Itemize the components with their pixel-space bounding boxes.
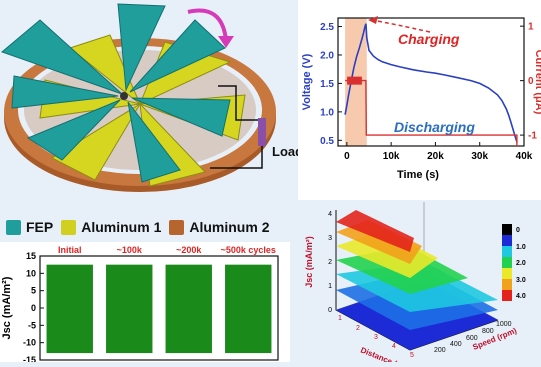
z-tick-2: 2 xyxy=(328,259,332,266)
legend-swatch-aluminum-1 xyxy=(61,219,77,235)
jsc-y-label: Jsc (mA/m²) xyxy=(1,276,13,339)
jsc-bar-1 xyxy=(106,264,153,354)
bar-category-3: ~500k cycles xyxy=(221,245,276,255)
colorbar-label-1: 1.0 xyxy=(516,244,526,251)
voltage-x-tick-1: 10k xyxy=(383,151,400,162)
colorbar-label-4: 4.0 xyxy=(516,293,526,300)
x-tick-2: 3 xyxy=(374,334,378,341)
y-tick-0: 200 xyxy=(434,347,446,354)
bar-category-2: ~200k xyxy=(176,245,202,255)
jsc-bar-2 xyxy=(165,264,212,354)
load-resistor xyxy=(258,118,266,146)
colorbar-swatch-6 xyxy=(502,290,512,301)
colorbar-swatch-3 xyxy=(502,257,512,268)
z-tick-3: 3 xyxy=(328,235,332,242)
bar-y-tick-2: -5 xyxy=(28,320,36,330)
x-tick-4: 5 xyxy=(410,352,414,359)
bar-category-0: Initial xyxy=(58,245,82,255)
teng-illustration xyxy=(1,3,276,192)
voltage-y-tick-3: 2.0 xyxy=(320,50,334,61)
surface-z-label: Jsc (mA/m²) xyxy=(304,236,314,288)
jsc-bar-3 xyxy=(225,264,272,354)
voltage-chart-svg: 0.5 1.0 1.5 2.0 2.5 -1 0 1 0 10k 20k 30k 40k Time … xyxy=(298,0,541,200)
voltage-x-tick-0: 0 xyxy=(344,151,350,162)
fep-blades xyxy=(1,3,231,183)
voltage-x-tick-4: 40k xyxy=(516,151,533,162)
voltage-y-tick-1: 1.0 xyxy=(320,107,334,118)
bar-y-tick-4: 5 xyxy=(31,286,36,296)
jsc-bar-chart: -15 -10 -5 0 5 10 15 Initial ~100k ~200k ~500k cy… xyxy=(0,242,290,365)
z-tick-labels: 0 1 2 3 4 xyxy=(328,211,332,314)
rotation-arrow xyxy=(187,8,228,41)
surface-band-6 xyxy=(336,210,414,252)
x-tick-1: 2 xyxy=(356,325,360,332)
voltage-y-tick-4: 2.5 xyxy=(320,22,334,33)
legend-swatch-aluminum-2 xyxy=(169,219,185,235)
current-y2-label: Current (μA) xyxy=(533,50,541,115)
legend-label-aluminum-2: Aluminum 2 xyxy=(189,219,270,235)
y-tick-2: 600 xyxy=(466,335,478,342)
legend-item-aluminum-2: Aluminum 2 xyxy=(169,219,269,235)
bar-y-tick-1: -10 xyxy=(23,338,36,348)
surface-band-5 xyxy=(336,220,422,264)
y-tick-3: 800 xyxy=(482,328,494,335)
colorbar-label-2: 2.0 xyxy=(516,260,526,267)
jsc-surface-chart: 0 1 2 3 4 Jsc (mA/m²) 1 2 3 4 5 Distance… xyxy=(298,200,541,367)
colorbar-label-3: 3.0 xyxy=(516,277,526,284)
voltage-x-tick-3: 30k xyxy=(471,151,488,162)
axle xyxy=(120,92,128,100)
y-tick-1: 400 xyxy=(450,341,462,348)
y-tick-4: 1000 xyxy=(496,321,512,328)
current-y2-tick-2: 1 xyxy=(528,22,534,33)
colorbar-swatch-5 xyxy=(502,279,512,290)
voltage-x-label: Time (s) xyxy=(397,169,439,181)
bar-y-tick-0: -15 xyxy=(23,355,36,362)
z-tick-1: 1 xyxy=(328,283,332,290)
bar-y-tick-5: 10 xyxy=(26,268,36,278)
colorbar-swatch-0 xyxy=(502,224,512,235)
voltage-plot-frame xyxy=(337,17,525,147)
material-legend: FEP Aluminum 1 Aluminum 2 xyxy=(6,218,277,236)
colorbar-swatch-2 xyxy=(502,246,512,257)
z-tick-4: 4 xyxy=(328,211,332,218)
x-tick-3: 4 xyxy=(392,343,396,350)
voltage-y-tick-2: 1.5 xyxy=(320,79,334,90)
voltage-series-0 xyxy=(344,23,518,143)
colorbar xyxy=(502,224,512,301)
x-tick-labels: 1 2 3 4 5 xyxy=(338,315,414,359)
voltage-chart: 0.5 1.0 1.5 2.0 2.5 -1 0 1 0 10k 20k 30k 40k Time … xyxy=(298,0,541,200)
load-label: Load xyxy=(272,144,304,159)
charging-current-band xyxy=(347,76,362,85)
voltage-y-label: Voltage (V) xyxy=(301,53,313,110)
legend-item-fep: FEP xyxy=(6,219,53,235)
bar-y-tick-3: 0 xyxy=(31,303,36,313)
surface-y-label: Speed (rpm) xyxy=(471,326,518,352)
legend-label-aluminum-1: Aluminum 1 xyxy=(81,219,162,235)
jsc-bar-chart-svg: -15 -10 -5 0 5 10 15 Initial ~100k ~200k ~500k cy… xyxy=(0,242,290,365)
colorbar-labels: 0 1.0 2.0 3.0 4.0 xyxy=(516,227,526,300)
teng-diagram: Load xyxy=(0,0,304,210)
voltage-x-tick-2: 20k xyxy=(427,151,444,162)
annotation-charging: Charging xyxy=(398,31,460,47)
colorbar-swatch-4 xyxy=(502,268,512,279)
legend-label-fep: FEP xyxy=(26,219,54,235)
wire-bottom xyxy=(210,145,263,169)
x-tick-0: 1 xyxy=(338,315,342,322)
wire-top xyxy=(218,85,262,121)
current-y2-tick-1: 0 xyxy=(528,76,534,87)
jsc-bar-0 xyxy=(46,264,93,354)
colorbar-swatch-1 xyxy=(502,235,512,246)
current-y2-tick-0: -1 xyxy=(528,131,537,142)
legend-swatch-fep xyxy=(6,219,21,235)
z-tick-0: 0 xyxy=(328,307,332,314)
annotation-discharging: Discharging xyxy=(394,119,475,135)
y-tick-labels: 200 400 600 800 1000 xyxy=(434,321,512,354)
bar-y-tick-6: 15 xyxy=(26,251,36,261)
legend-item-aluminum-1: Aluminum 1 xyxy=(61,219,161,235)
colorbar-label-0: 0 xyxy=(516,227,520,234)
surface-chart-svg: 0 1 2 3 4 Jsc (mA/m²) 1 2 3 4 5 Distance… xyxy=(304,200,526,367)
bar-category-1: ~100k xyxy=(117,245,143,255)
voltage-y-tick-0: 0.5 xyxy=(320,136,334,147)
